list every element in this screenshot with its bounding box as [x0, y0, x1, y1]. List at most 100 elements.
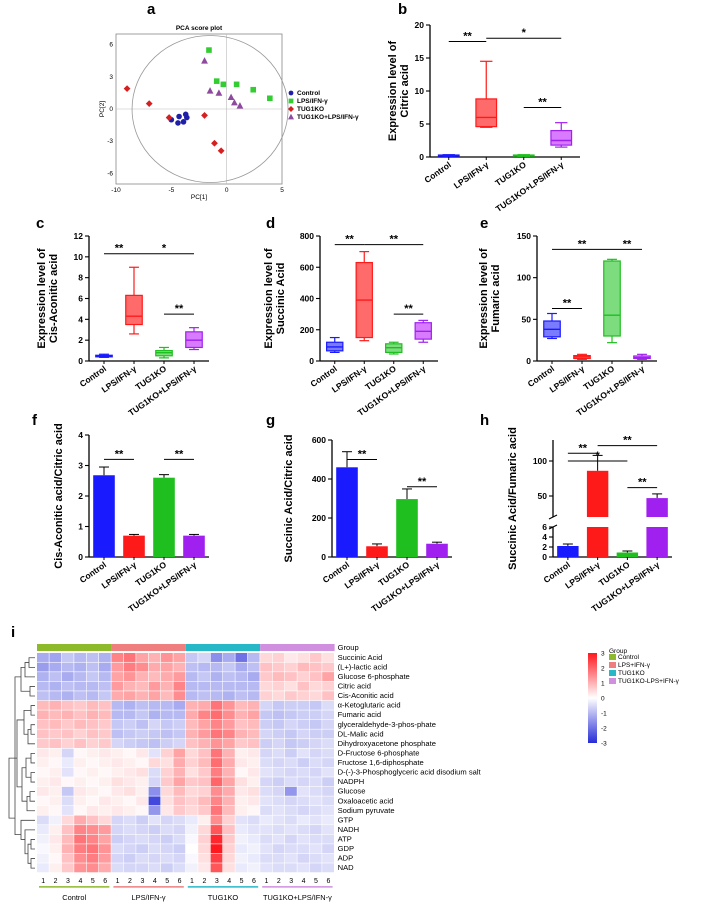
heatmap-cell	[198, 844, 210, 854]
y-tick-label: 4	[78, 430, 83, 440]
heatmap-cell	[173, 748, 186, 758]
heatmap-cell	[161, 863, 173, 873]
heatmap-cell	[309, 700, 322, 710]
heatmap-cell	[235, 853, 248, 863]
significance-label: **	[578, 238, 587, 250]
data-point	[176, 113, 182, 120]
group-annotation-bar	[185, 644, 261, 651]
heatmap-cell	[247, 691, 260, 701]
heatmap-cell	[322, 853, 334, 863]
row-label: GDP	[338, 844, 354, 853]
heatmap-cell	[86, 786, 99, 796]
heatmap-cell	[260, 834, 272, 844]
heatmap-cell	[99, 691, 111, 701]
significance-label: **	[358, 449, 367, 461]
column-label: 1	[264, 878, 268, 885]
heatmap-cell	[123, 796, 136, 806]
heatmap-cell	[74, 719, 86, 729]
panel-d: d0200400600800ControlLPS/IFN-γTUG1KOTUG1…	[263, 215, 438, 418]
heatmap-cell	[309, 767, 322, 777]
data-point	[288, 90, 294, 96]
heatmap-cell	[173, 805, 186, 815]
heatmap-cell	[285, 853, 297, 863]
heatmap-cell	[235, 748, 248, 758]
heatmap-cell	[136, 834, 148, 844]
row-label: Dihydroxyacetone phosphate	[338, 739, 436, 748]
heatmap-cell	[61, 729, 74, 739]
column-label: 6	[252, 878, 256, 885]
heatmap-cell	[260, 700, 272, 710]
heatmap-cell	[123, 710, 136, 720]
panel-label: d	[266, 215, 275, 232]
heatmap-cell	[309, 863, 322, 873]
heatmap-cell	[210, 681, 223, 691]
heatmap-cell	[173, 853, 186, 863]
heatmap-cell	[161, 825, 173, 835]
y-tick-label: 400	[312, 474, 326, 484]
dendrogram-branch	[29, 791, 35, 802]
y-axis-title: Succinic Acid/Fumaric acid	[507, 427, 519, 570]
heatmap-cell	[37, 825, 49, 835]
heatmap-cell	[123, 825, 136, 835]
heatmap-cell	[86, 700, 99, 710]
heatmap-cell	[210, 672, 223, 682]
column-label: 3	[289, 878, 293, 885]
heatmap-cell	[37, 739, 49, 748]
heatmap-cell	[74, 700, 86, 710]
heatmap-cell	[99, 729, 111, 739]
heatmap-cell	[297, 786, 310, 796]
heatmap-cell	[297, 825, 310, 835]
row-label: ADP	[338, 854, 354, 863]
heatmap-cell	[185, 729, 198, 739]
heatmap-cell	[37, 729, 49, 739]
heatmap-cell	[99, 834, 111, 844]
heatmap-cell	[173, 767, 186, 777]
heatmap-cell	[247, 853, 260, 863]
heatmap-cell	[173, 815, 186, 825]
heatmap-cell	[210, 691, 223, 701]
heatmap-cell	[123, 739, 136, 748]
heatmap-cell	[148, 853, 161, 863]
heatmap-cell	[185, 672, 198, 682]
x-tick-label: TUG1KO	[493, 159, 528, 188]
heatmap-cell	[210, 719, 223, 729]
heatmap-cell	[61, 739, 74, 748]
box-iqr	[550, 130, 573, 146]
column-label: 3	[140, 878, 144, 885]
heatmap-cell	[309, 653, 322, 662]
heatmap-cell	[235, 777, 248, 787]
heatmap-cell	[37, 844, 49, 854]
x-tick-label: 5	[280, 187, 284, 194]
heatmap-cell	[235, 662, 248, 672]
heatmap-cell	[173, 777, 186, 787]
heatmap-cell	[322, 729, 334, 739]
data-point	[236, 102, 244, 109]
heatmap-cell	[210, 825, 223, 835]
heatmap-cell	[37, 805, 49, 815]
heatmap-cell	[173, 844, 186, 854]
group-label: TUG1KO+LPS/IFN-γ	[263, 893, 332, 902]
heatmap-cell	[173, 825, 186, 835]
data-point	[217, 147, 225, 155]
heatmap-cell	[272, 681, 285, 691]
heatmap-cell	[247, 748, 260, 758]
heatmap-cell	[235, 825, 248, 835]
heatmap-cell	[61, 700, 74, 710]
heatmap-cell	[210, 805, 223, 815]
heatmap-cell	[123, 815, 136, 825]
y-tick-label: 200	[300, 325, 314, 335]
heatmap-cell	[285, 748, 297, 758]
significance-label: **	[623, 435, 632, 447]
heatmap-cell	[285, 729, 297, 739]
heatmap-cell	[285, 805, 297, 815]
heatmap-cell	[198, 700, 210, 710]
heatmap-cell	[49, 863, 62, 873]
heatmap-cell	[247, 710, 260, 720]
significance-label: **	[175, 303, 184, 315]
heatmap-cell	[148, 653, 161, 662]
heatmap-cell	[322, 662, 334, 672]
data-point	[201, 112, 208, 119]
heatmap-cell	[198, 758, 210, 768]
heatmap-cell	[161, 691, 173, 701]
heatmap-cell	[322, 739, 334, 748]
